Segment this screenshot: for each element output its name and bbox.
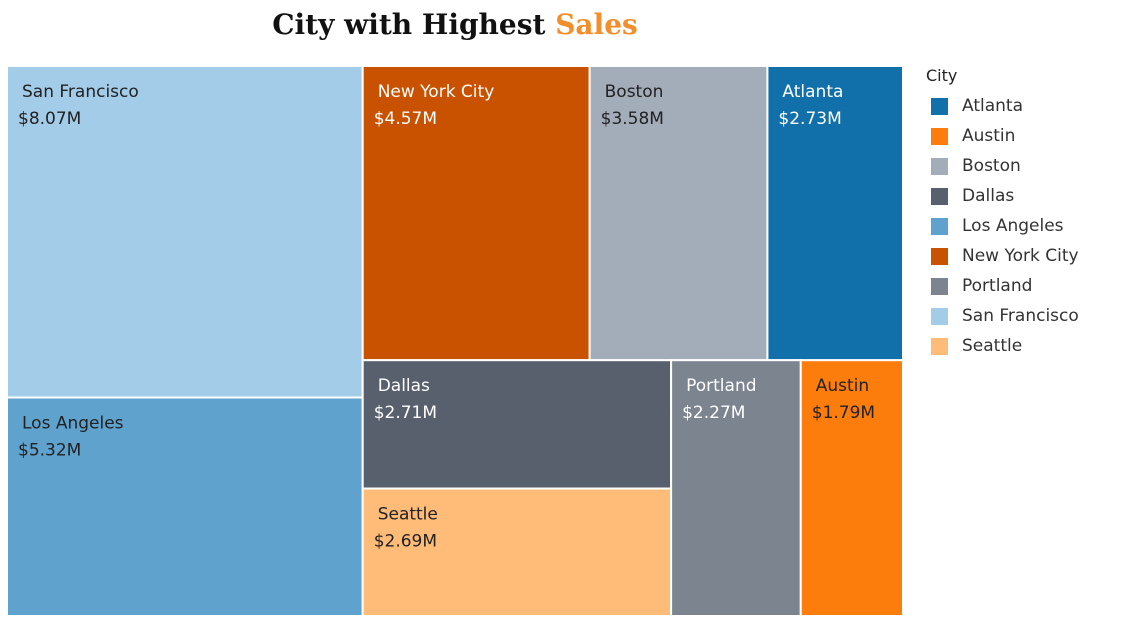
treemap-tile-value: $8.07M	[18, 109, 81, 129]
legend-label: Seattle	[962, 336, 1023, 356]
chart-title: City with Highest Sales	[0, 8, 910, 41]
legend-item-seattle[interactable]: Seattle	[926, 331, 1079, 361]
treemap-tile-value: $2.73M	[778, 109, 841, 129]
treemap-tile-san-francisco[interactable]: San Francisco $8.07M	[7, 66, 364, 399]
treemap-tile-name: Atlanta	[782, 82, 843, 102]
treemap-rect[interactable]	[766, 66, 903, 362]
treemap-tile-austin[interactable]: Austin $1.79M	[799, 359, 903, 616]
legend-title: City	[926, 66, 958, 85]
treemap-tile-boston[interactable]: Boston $3.58M	[588, 66, 769, 362]
treemap-tile-name: Boston	[605, 82, 664, 102]
legend-label: Portland	[962, 276, 1033, 296]
legend-item-atlanta[interactable]: Atlanta	[926, 91, 1079, 121]
treemap-rect[interactable]	[670, 359, 802, 616]
legend-swatch	[931, 157, 948, 175]
legend-swatch	[931, 277, 948, 295]
legend-swatch	[931, 127, 948, 145]
legend: City Atlanta Austin Boston Dallas Los An…	[926, 66, 1079, 361]
treemap-tile-value: $2.69M	[374, 532, 437, 552]
legend-swatch	[931, 187, 948, 205]
legend-swatch	[931, 337, 948, 355]
legend-swatch	[931, 307, 948, 325]
treemap-tile-new-york-city[interactable]: New York City $4.57M	[361, 66, 591, 362]
legend-label: San Francisco	[962, 306, 1079, 326]
treemap-tile-name: Portland	[686, 376, 756, 396]
legend-item-san-francisco[interactable]: San Francisco	[926, 301, 1079, 331]
legend-item-dallas[interactable]: Dallas	[926, 181, 1079, 211]
treemap-tile-value: $2.27M	[682, 403, 745, 423]
treemap-tile-name: Seattle	[378, 505, 438, 525]
treemap-tile-name: Austin	[816, 376, 869, 396]
treemap-rect[interactable]	[588, 66, 769, 362]
legend-swatch	[931, 247, 948, 265]
treemap-tile-name: San Francisco	[22, 82, 139, 102]
chart-title-main: City with Highest	[272, 8, 556, 41]
legend-label: Austin	[962, 126, 1016, 146]
treemap-tile-value: $3.58M	[601, 109, 664, 129]
legend-item-boston[interactable]: Boston	[926, 151, 1079, 181]
treemap-tile-value: $2.71M	[374, 403, 437, 423]
treemap-tile-los-angeles[interactable]: Los Angeles $5.32M	[7, 396, 364, 616]
legend-item-portland[interactable]: Portland	[926, 271, 1079, 301]
treemap-tile-value: $4.57M	[374, 109, 437, 129]
treemap-tile-name: New York City	[378, 82, 495, 102]
legend-label: New York City	[962, 246, 1079, 266]
treemap-rect[interactable]	[7, 66, 364, 399]
treemap-tile-value: $5.32M	[18, 440, 81, 460]
legend-label: Boston	[962, 156, 1021, 176]
legend-label: Atlanta	[962, 96, 1023, 116]
legend-swatch	[931, 97, 948, 115]
treemap-chart: San Francisco $8.07M Los Angeles $5.32M New …	[7, 66, 903, 616]
treemap-tile-portland[interactable]: Portland $2.27M	[670, 359, 802, 616]
legend-label: Los Angeles	[962, 216, 1064, 236]
treemap-rect[interactable]	[7, 396, 364, 616]
chart-title-highlight: Sales	[555, 8, 638, 41]
legend-item-new-york-city[interactable]: New York City	[926, 241, 1079, 271]
legend-item-austin[interactable]: Austin	[926, 121, 1079, 151]
legend-swatch	[931, 217, 948, 235]
treemap-tile-dallas[interactable]: Dallas $2.71M	[361, 359, 673, 490]
legend-item-los-angeles[interactable]: Los Angeles	[926, 211, 1079, 241]
treemap-tile-seattle[interactable]: Seattle $2.69M	[361, 487, 673, 616]
treemap-tile-name: Dallas	[378, 376, 430, 396]
treemap-rect[interactable]	[799, 359, 903, 616]
treemap-rect[interactable]	[361, 487, 673, 616]
treemap-rect[interactable]	[361, 359, 673, 490]
treemap-tile-atlanta[interactable]: Atlanta $2.73M	[766, 66, 903, 362]
treemap-tile-name: Los Angeles	[22, 413, 124, 433]
treemap-tile-value: $1.79M	[812, 403, 875, 423]
legend-label: Dallas	[962, 186, 1015, 206]
